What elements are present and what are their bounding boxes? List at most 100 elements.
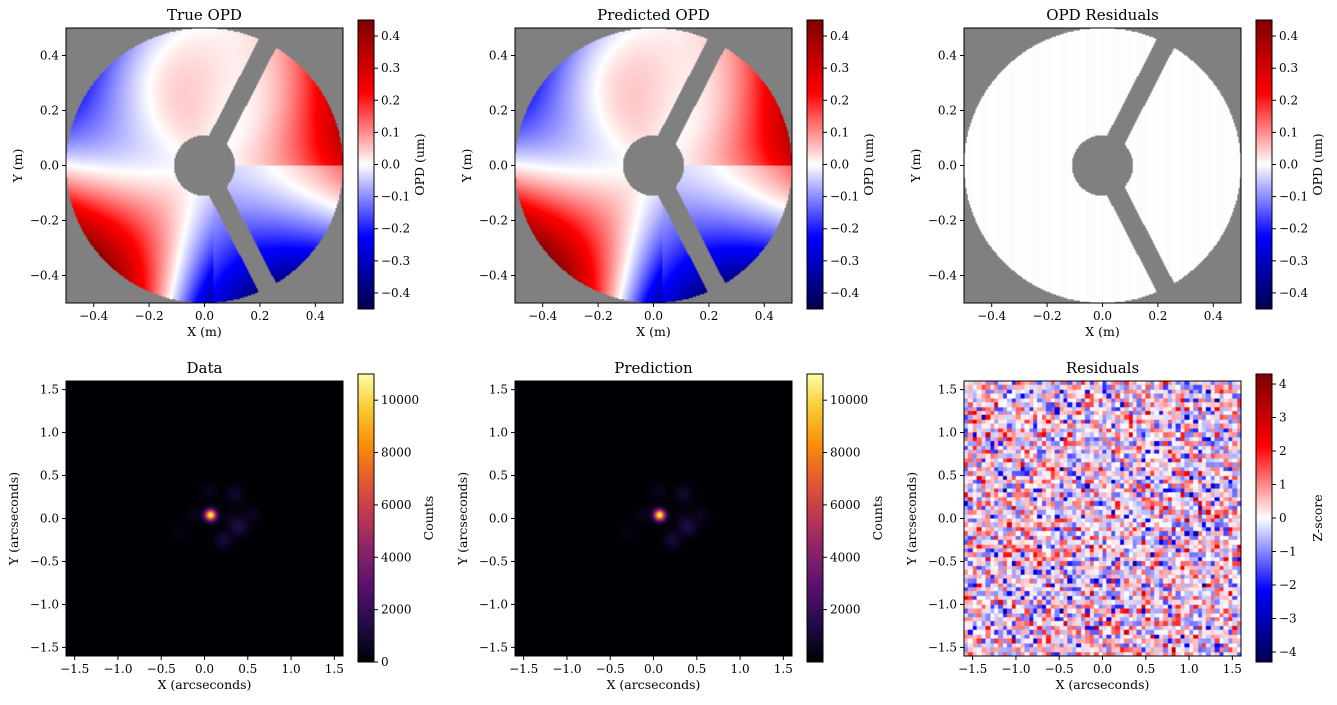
- plot-title: Prediction: [614, 359, 693, 377]
- x-axis-label: X (m): [187, 324, 221, 339]
- y-tick-label: 0.2: [489, 104, 508, 118]
- colorbar-tick-label: −0.3: [381, 254, 410, 268]
- y-tick-label: 0.2: [40, 104, 59, 118]
- colorbar-tick-label: −0.3: [1279, 254, 1308, 268]
- heatmap-image: [964, 28, 1241, 303]
- colorbar-tick-label: 0.2: [830, 93, 849, 107]
- colorbar-tick-label: −0.4: [381, 286, 411, 300]
- colorbar-label: OPD (um): [1310, 133, 1325, 195]
- y-tick-label: 0.0: [40, 512, 59, 526]
- x-axis-label: X (arcseconds): [607, 677, 701, 692]
- y-tick-label: −1.0: [928, 597, 957, 611]
- x-axis-label: X (arcseconds): [1056, 677, 1150, 692]
- colorbar-tick-label: 0: [1279, 511, 1287, 525]
- x-tick-label: 1.5: [774, 662, 793, 676]
- colorbar: [1256, 374, 1272, 662]
- x-tick-label: −0.4: [79, 309, 109, 323]
- x-tick-label: 0.0: [644, 662, 663, 676]
- colorbar-tick-label: 0.1: [381, 125, 400, 139]
- y-axis-label: Y (m): [459, 149, 474, 184]
- colorbar-tick-label: −0.2: [830, 222, 859, 236]
- y-tick-label: 0.0: [489, 159, 508, 173]
- y-tick-label: 0.4: [489, 49, 508, 63]
- colorbar-label: Z-score: [1310, 494, 1325, 541]
- y-tick-label: −1.5: [30, 640, 59, 654]
- x-tick-label: 0.4: [1204, 309, 1223, 323]
- y-tick-label: −0.5: [479, 554, 508, 568]
- colorbar-tick-label: 0.3: [1279, 61, 1298, 75]
- colorbar-tick-label: −0.4: [1279, 286, 1309, 300]
- y-tick-label: −0.2: [479, 214, 508, 228]
- x-tick-label: 0.0: [644, 309, 663, 323]
- colorbar-tick-label: 0.2: [1279, 93, 1298, 107]
- colorbar-tick-label: −0.1: [381, 190, 410, 204]
- colorbar-label: Counts: [421, 496, 436, 541]
- x-tick-label: −1.0: [552, 662, 581, 676]
- y-axis-label: Y (arcseconds): [904, 472, 919, 566]
- heatmap-image: [66, 381, 343, 656]
- y-tick-label: 1.5: [938, 383, 957, 397]
- panel-3: Data −1.5 −1.0 −0.5 0.0 0.5 1.0 1.5 1.5 1.0 0.5 0.0…: [6, 359, 436, 692]
- colorbar: [1256, 20, 1272, 309]
- heatmap-image: [66, 28, 343, 303]
- x-tick-label: −1.5: [958, 662, 987, 676]
- y-tick-label: −0.5: [928, 554, 957, 568]
- colorbar-tick-label: 0.3: [381, 61, 400, 75]
- x-tick-label: −0.2: [1033, 309, 1062, 323]
- y-tick-label: 0.5: [489, 469, 508, 483]
- x-tick-label: 0.5: [238, 662, 257, 676]
- colorbar-tick-label: 8000: [830, 446, 861, 460]
- x-tick-label: 0.2: [250, 309, 269, 323]
- x-tick-label: −0.5: [1045, 662, 1074, 676]
- colorbar-tick-label: 10000: [381, 393, 419, 407]
- colorbar-tick-label: 6000: [830, 498, 861, 512]
- x-tick-label: −0.2: [584, 309, 613, 323]
- colorbar-label: OPD (um): [412, 133, 427, 195]
- colorbar-tick-label: 6000: [381, 498, 412, 512]
- y-tick-label: −1.5: [928, 640, 957, 654]
- panel-4: Prediction −1.5 −1.0 −0.5 0.0 0.5 1.0 1.5 1.5 1.0…: [455, 359, 885, 692]
- colorbar-tick-label: 3: [1279, 411, 1287, 425]
- y-tick-label: 0.4: [938, 49, 957, 63]
- y-tick-label: 1.0: [938, 426, 957, 440]
- colorbar-tick-label: 2000: [381, 603, 412, 617]
- y-tick-label: −0.2: [30, 214, 59, 228]
- y-axis-label: Y (arcseconds): [455, 472, 470, 566]
- plot-title: Data: [187, 359, 223, 377]
- y-tick-label: 0.0: [40, 159, 59, 173]
- x-tick-label: 0.0: [1093, 309, 1112, 323]
- colorbar-frame: [357, 373, 375, 663]
- x-tick-label: −0.5: [596, 662, 625, 676]
- plot-title: Predicted OPD: [597, 6, 710, 24]
- x-axis-label: X (arcseconds): [158, 677, 252, 692]
- x-tick-label: 1.5: [325, 662, 344, 676]
- y-tick-label: 0.0: [938, 512, 957, 526]
- x-tick-label: 0.0: [195, 309, 214, 323]
- x-tick-label: 0.4: [755, 309, 774, 323]
- y-tick-label: 0.2: [938, 104, 957, 118]
- panel-5: Residuals −1.5 −1.0 −0.5 0.0 0.5 1.0 1.5 1.5 1.0 0…: [904, 359, 1325, 692]
- y-tick-label: −1.0: [30, 597, 59, 611]
- colorbar-tick-label: −3: [1279, 611, 1297, 625]
- y-tick-label: −0.4: [928, 269, 958, 283]
- x-tick-label: 0.4: [306, 309, 325, 323]
- x-tick-label: 0.0: [1093, 662, 1112, 676]
- x-tick-label: −0.2: [135, 309, 164, 323]
- x-tick-label: −1.0: [103, 662, 132, 676]
- colorbar: [358, 374, 374, 662]
- y-axis-label: Y (m): [10, 149, 25, 184]
- x-tick-label: −0.4: [528, 309, 558, 323]
- x-tick-label: 1.5: [1223, 662, 1242, 676]
- y-tick-label: 0.0: [938, 159, 957, 173]
- colorbar-tick-label: 4000: [381, 550, 412, 564]
- y-tick-label: −1.0: [479, 597, 508, 611]
- colorbar-frame: [806, 373, 824, 663]
- x-tick-label: −0.4: [977, 309, 1007, 323]
- x-tick-label: 1.0: [282, 662, 301, 676]
- colorbar-tick-label: 0.1: [830, 125, 849, 139]
- colorbar-tick-label: −0.2: [381, 222, 410, 236]
- y-axis-label: Y (arcseconds): [6, 472, 21, 566]
- colorbar-tick-label: −0.3: [830, 254, 859, 268]
- y-axis-label: Y (m): [908, 149, 923, 184]
